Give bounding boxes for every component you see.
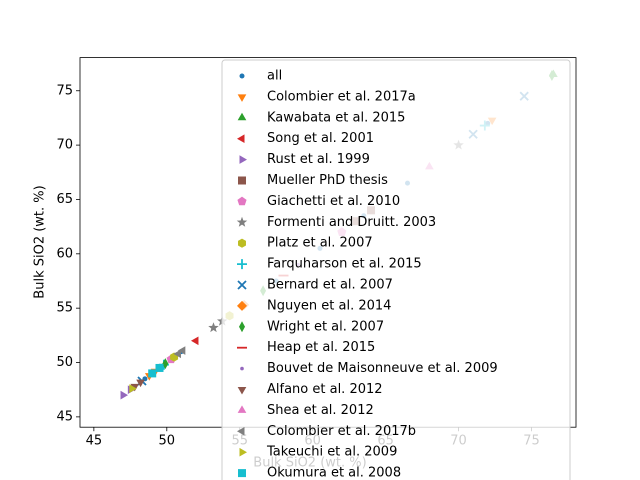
legend-marker-part [238, 469, 246, 478]
legend-marker-part [237, 405, 247, 413]
y-tick-label: 45 [56, 409, 73, 424]
legend-marker [238, 238, 246, 248]
point-part [173, 349, 181, 359]
legend-label: Okumura et al. 2008 [267, 466, 401, 480]
legend-label: Takeuchi et al. 2009 [266, 445, 397, 460]
point-part [129, 384, 137, 393]
legend-label: Kawabata et al. 2015 [267, 110, 405, 125]
legend-label: all [267, 69, 282, 84]
legend-marker [237, 259, 247, 270]
legend-marker [239, 447, 247, 457]
legend-marker [238, 469, 246, 478]
legend-label: Bouvet de Maisonneuve et al. 2009 [267, 361, 498, 376]
point [208, 322, 219, 333]
legend-marker [237, 387, 247, 395]
legend-marker [237, 196, 247, 206]
legend-marker [237, 134, 245, 144]
legend-marker [239, 321, 245, 333]
legend-label: Nguyen et al. 2014 [267, 298, 391, 313]
legend-label: Heap et al. 2015 [267, 340, 375, 355]
point-part [162, 358, 169, 370]
legend-marker [240, 366, 244, 371]
point-part [190, 336, 199, 346]
legend-marker [239, 155, 247, 164]
point [155, 363, 164, 372]
legend-marker [238, 176, 246, 185]
legend-marker-part [237, 387, 247, 395]
point-part [177, 346, 186, 355]
legend-marker [236, 216, 248, 227]
x-tick-label: 50 [159, 434, 176, 449]
point [120, 390, 129, 400]
y-axis-label: Bulk SiO2 (wt. %) [33, 185, 48, 298]
legend-marker-part [237, 280, 247, 290]
y-tick-label: 65 [56, 192, 73, 207]
point-part [208, 322, 219, 333]
legend-label: Colombier et al. 2017a [267, 89, 416, 104]
legend-marker-part [236, 216, 248, 227]
y-tick-label: 50 [56, 355, 73, 370]
legend-marker-part [239, 155, 247, 164]
legend-label: Farquharson et al. 2015 [267, 257, 422, 272]
y-tick-label: 70 [56, 138, 73, 153]
legend-marker [239, 73, 245, 79]
legend-marker-part [237, 94, 247, 102]
point [177, 346, 186, 355]
legend-marker-part [239, 321, 245, 333]
y-tick-label: 75 [56, 83, 73, 98]
legend-label: Colombier et al. 2017b [267, 424, 416, 439]
legend-label: Shea et al. 2012 [267, 403, 374, 418]
legend-label: Giachetti et al. 2010 [267, 194, 400, 209]
legend-marker-part [237, 300, 247, 311]
legend-marker-part [238, 238, 246, 248]
legend-label: Mueller PhD thesis [267, 173, 388, 188]
legend-marker-part [239, 73, 245, 79]
y-tick-label: 60 [56, 246, 73, 261]
legend-marker [237, 94, 247, 102]
legend-marker-part [237, 196, 247, 206]
legend-marker-part [237, 259, 247, 270]
point-part [155, 363, 164, 372]
legend-label: Song et al. 2001 [267, 131, 374, 146]
legend-marker [237, 405, 247, 413]
legend-marker-part [237, 426, 245, 436]
point-part [136, 379, 145, 388]
point [173, 349, 181, 359]
point-part [120, 390, 129, 400]
legend-marker [237, 426, 245, 436]
legend-marker [237, 300, 247, 311]
legend-label: Rust et al. 1999 [267, 152, 370, 167]
legend-marker-part [238, 176, 246, 185]
legend-box [221, 59, 571, 480]
legend-label: Formenti and Druitt. 2003 [267, 215, 436, 230]
legend-marker-part [237, 134, 245, 144]
point [136, 379, 145, 388]
legend-marker-part [239, 447, 247, 457]
legend-label: Wright et al. 2007 [267, 319, 384, 334]
legend-marker-part [237, 112, 247, 121]
y-tick-label: 55 [56, 301, 73, 316]
point-part [148, 369, 157, 378]
legend-marker [237, 112, 247, 121]
point [129, 384, 137, 393]
legend-marker-part [240, 366, 244, 371]
x-tick-label: 45 [86, 434, 103, 449]
point [190, 336, 199, 346]
point [148, 369, 157, 378]
legend-marker [237, 280, 247, 290]
legend-label: Bernard et al. 2007 [267, 278, 393, 293]
legend-label: Platz et al. 2007 [267, 236, 373, 251]
point [162, 358, 169, 370]
legend-label: Alfano et al. 2012 [267, 382, 383, 397]
